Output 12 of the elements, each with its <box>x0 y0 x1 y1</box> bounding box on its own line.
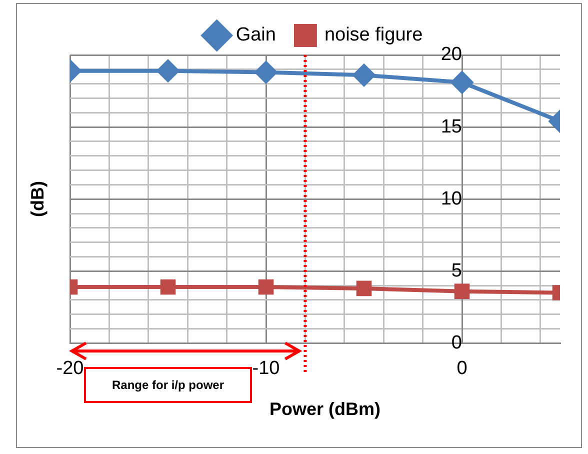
legend-label: Gain <box>236 24 276 46</box>
y-tick-label: 15 <box>440 116 462 138</box>
text: Range for i/p power <box>84 367 252 404</box>
x-tick-label: -10 <box>252 358 280 379</box>
y-tick-label: 20 <box>440 44 462 66</box>
y-tick-label: 10 <box>440 188 462 210</box>
x-tick-label: -20 <box>56 358 84 379</box>
y-tick-label: 0 <box>451 332 462 354</box>
y-axis-title: (dB) <box>28 181 48 218</box>
x-axis-title: Power (dBm) <box>269 399 381 420</box>
legend-label: noise figure <box>324 24 423 46</box>
y-tick-label: 5 <box>451 260 462 282</box>
